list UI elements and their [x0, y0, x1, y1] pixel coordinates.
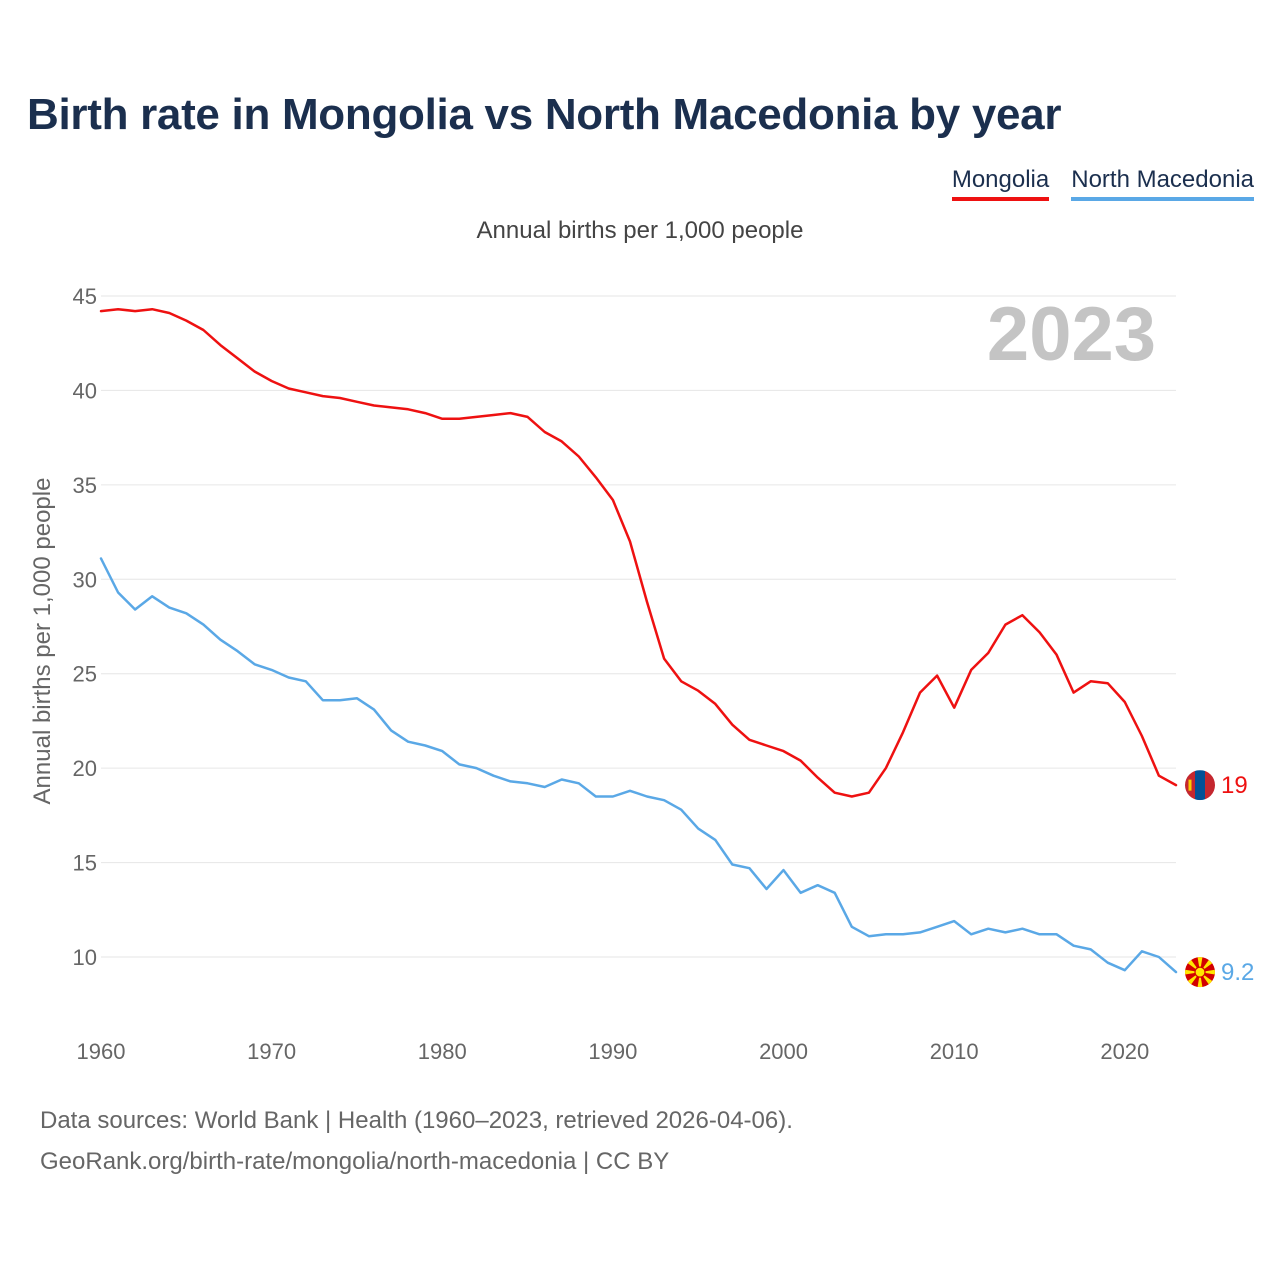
- x-tick-label: 1980: [418, 1039, 467, 1064]
- x-tick-label: 2010: [930, 1039, 979, 1064]
- x-tick-label: 2000: [759, 1039, 808, 1064]
- north-macedonia-flag-icon: [1185, 957, 1215, 988]
- series-line-mongolia[interactable]: [99, 307, 1178, 798]
- y-tick-label: 35: [73, 473, 97, 498]
- legend-item-north-macedonia[interactable]: North Macedonia: [1071, 166, 1254, 201]
- x-tick-label: 1960: [77, 1039, 126, 1064]
- y-tick-label: 15: [73, 851, 97, 876]
- x-tick-label: 2020: [1100, 1039, 1149, 1064]
- y-tick-label: 10: [73, 945, 97, 970]
- legend: Mongolia North Macedonia: [951, 166, 1254, 201]
- mongolia-flag-icon: [1185, 770, 1215, 801]
- y-axis-label: Annual births per 1,000 people: [29, 478, 56, 805]
- x-axis-ticks: 1960 1970 1980 1990 2000 2010 2020: [77, 1039, 1150, 1064]
- y-axis-ticks: 10 15 20 25 30 35 40 45: [73, 284, 97, 970]
- y-tick-label: 25: [73, 662, 97, 687]
- chart-title: Birth rate in Mongolia vs North Macedoni…: [27, 90, 1062, 139]
- y-tick-label: 20: [73, 756, 97, 781]
- x-tick-label: 1970: [247, 1039, 296, 1064]
- source-note: Data sources: World Bank | Health (1960–…: [40, 1107, 793, 1134]
- x-tick-label: 1990: [588, 1039, 637, 1064]
- chart-subtitle: Annual births per 1,000 people: [476, 217, 804, 244]
- end-label-north-macedonia: 9.2: [1221, 959, 1254, 986]
- credit-link[interactable]: GeoRank.org/birth-rate/mongolia/north-ma…: [40, 1148, 670, 1175]
- end-label-mongolia: 19: [1221, 772, 1248, 799]
- y-tick-label: 30: [73, 567, 97, 592]
- y-tick-label: 45: [73, 284, 97, 309]
- line-chart: 2023 10 15 20 25 30 35 40 45 1960 1970 1980 1990 20…: [29, 284, 1254, 1064]
- series-line-north-macedonia[interactable]: [99, 557, 1178, 974]
- year-watermark: 2023: [987, 292, 1156, 377]
- grid-lines: [101, 295, 1176, 958]
- series-lines: [99, 307, 1178, 974]
- legend-item-mongolia[interactable]: Mongolia: [951, 166, 1050, 201]
- y-tick-label: 40: [73, 378, 97, 403]
